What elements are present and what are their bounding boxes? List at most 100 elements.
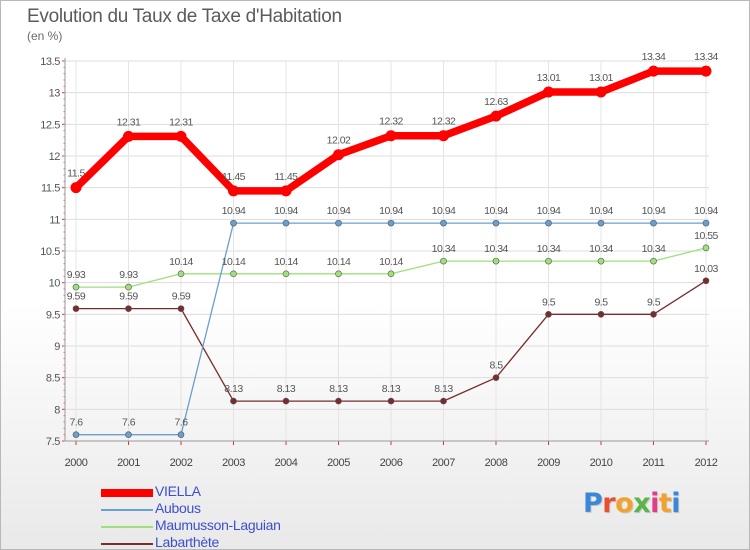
data-point (545, 257, 552, 265)
y-tick-label: 12 (49, 151, 61, 163)
data-label: 10.14 (274, 256, 298, 268)
data-label: 10.94 (222, 205, 246, 217)
logo-letter: i (671, 488, 681, 519)
data-label: 12.63 (484, 96, 508, 108)
data-label: 9.5 (647, 296, 661, 308)
data-point (177, 305, 185, 312)
data-label: 10.94 (694, 205, 718, 217)
x-tick-label: 2007 (432, 457, 455, 469)
x-tick-label: 2000 (65, 457, 88, 469)
y-tick-label: 11.5 (41, 183, 60, 195)
y-tick-label: 13 (49, 88, 61, 100)
data-label: 10.34 (589, 243, 613, 255)
data-point (545, 219, 552, 227)
data-point (438, 130, 449, 142)
data-point (387, 397, 395, 405)
legend-swatch (101, 489, 153, 497)
data-point (597, 257, 605, 265)
legend-label: VIELLA (155, 483, 201, 499)
data-label: 13.01 (537, 72, 561, 84)
y-tick-label: 7.5 (46, 436, 60, 448)
data-point (282, 270, 290, 278)
y-tick-label: 13.5 (40, 56, 60, 68)
data-label: 11.45 (222, 171, 246, 183)
data-label: 8.13 (434, 383, 453, 395)
data-label: 10.94 (274, 205, 298, 217)
x-tick-label: 2012 (695, 457, 718, 469)
data-point (650, 311, 657, 318)
data-point (123, 130, 134, 142)
data-point (335, 270, 342, 278)
data-point (545, 311, 552, 318)
data-label: 10.14 (169, 256, 193, 268)
data-label: 10.94 (432, 205, 456, 217)
data-point (492, 219, 500, 227)
logo-letter: i (650, 488, 659, 519)
data-point (490, 110, 502, 122)
data-point (228, 185, 239, 197)
data-point (72, 305, 80, 312)
data-point (702, 219, 710, 227)
data-label: 7.6 (174, 417, 188, 429)
y-tick-label: 9 (54, 341, 60, 353)
y-tick-label: 9.5 (46, 309, 60, 321)
data-point (702, 244, 710, 252)
proxiti-logo: Proxiti (583, 488, 681, 519)
data-point (177, 431, 185, 438)
data-point (387, 270, 395, 278)
data-label: 11.5 (67, 168, 85, 180)
data-point (230, 397, 237, 405)
logo-letter: r (602, 488, 616, 519)
y-tick-label: 8 (54, 404, 60, 416)
data-label: 10.34 (484, 243, 508, 255)
data-point (72, 283, 80, 291)
data-point (125, 283, 132, 291)
data-label: 8.13 (382, 383, 401, 395)
legend-swatch (101, 509, 153, 511)
x-tick-label: 2009 (537, 457, 560, 469)
chart-subtitle: (en %) (27, 29, 63, 43)
data-point (597, 219, 605, 227)
y-tick-label: 10.5 (40, 246, 60, 258)
data-label: 10.94 (379, 205, 403, 217)
data-label: 10.94 (484, 205, 508, 217)
data-label: 9.93 (67, 269, 86, 281)
x-tick-label: 2004 (275, 457, 298, 469)
data-label: 10.14 (379, 256, 403, 268)
data-label: 13.34 (694, 51, 718, 63)
data-label: 10.94 (537, 205, 561, 217)
data-label: 10.34 (642, 243, 666, 255)
data-point (650, 257, 657, 265)
y-tick-label: 12.5 (40, 119, 60, 131)
data-label: 9.93 (119, 269, 138, 281)
legend-swatch (101, 526, 153, 528)
data-label: 10.03 (694, 263, 718, 275)
data-label: 10.34 (432, 243, 456, 255)
data-label: 10.14 (222, 256, 246, 268)
logo-letter: x (633, 488, 651, 519)
data-point (702, 277, 710, 285)
data-label: 10.34 (537, 243, 561, 255)
x-tick-label: 2002 (170, 457, 193, 469)
data-point (335, 397, 342, 405)
data-label: 8.13 (224, 383, 243, 395)
data-point (440, 219, 447, 227)
data-point (700, 65, 712, 77)
data-label: 13.34 (642, 51, 666, 63)
chart-title: Evolution du Taux de Taxe d'Habitation (27, 6, 342, 27)
data-point (230, 270, 237, 278)
data-label: 11.45 (275, 171, 299, 183)
data-label: 10.94 (327, 205, 351, 217)
x-tick-label: 2008 (485, 457, 508, 469)
data-point (125, 431, 132, 438)
data-point (650, 219, 657, 227)
legend-label: Labarthète (155, 534, 219, 550)
data-point (648, 65, 659, 77)
data-point (72, 431, 80, 438)
data-label: 12.31 (169, 116, 193, 128)
data-point (597, 311, 605, 318)
data-label: 12.32 (432, 116, 456, 128)
legend-label: Maumusson-Laguian (155, 517, 281, 533)
